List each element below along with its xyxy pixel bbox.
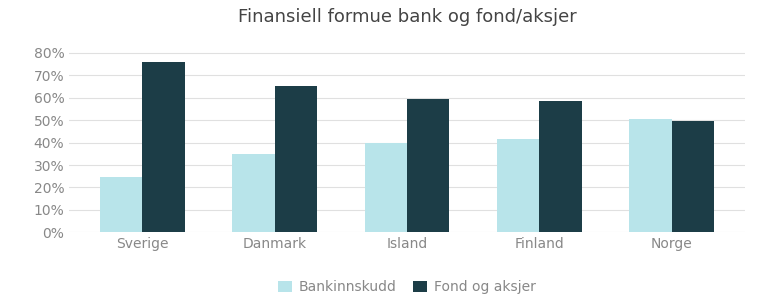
- Bar: [142, 62, 184, 232]
- Bar: [365, 142, 407, 232]
- Bar: [539, 101, 582, 232]
- Bar: [497, 139, 539, 232]
- Bar: [232, 154, 275, 232]
- Title: Finansiell formue bank og fond/aksjer: Finansiell formue bank og fond/aksjer: [237, 8, 577, 26]
- Bar: [407, 99, 449, 232]
- Bar: [672, 121, 714, 232]
- Bar: [275, 86, 317, 232]
- Bar: [630, 119, 672, 232]
- Legend: Bankinnskudd, Fond og aksjer: Bankinnskudd, Fond og aksjer: [273, 275, 541, 298]
- Bar: [100, 177, 142, 232]
